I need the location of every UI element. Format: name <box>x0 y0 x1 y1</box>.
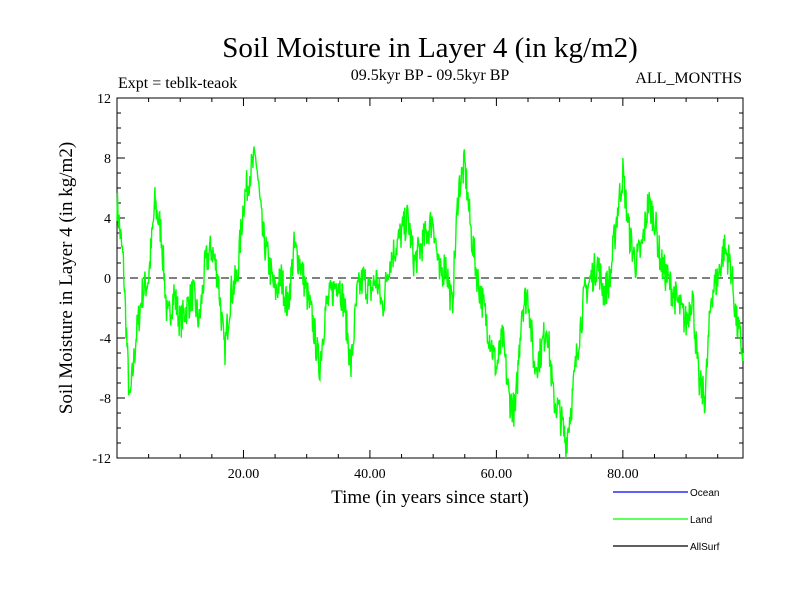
legend: Ocean Land AllSurf <box>613 488 720 553</box>
legend-label-land: Land <box>690 515 712 526</box>
x-tick-label: 60.00 <box>481 467 513 482</box>
x-tick-label: 80.00 <box>607 467 639 482</box>
period-label: ALL_MONTHS <box>635 70 742 87</box>
chart-title: Soil Moisture in Layer 4 (in kg/m2) <box>222 32 638 64</box>
series-layer <box>116 146 744 459</box>
x-axis-label: Time (in years since start) <box>331 487 529 508</box>
chart-subtitle: 09.5kyr BP - 09.5kyr BP <box>351 67 510 84</box>
y-axis-ticks: -12 -8 -4 0 4 8 12 <box>92 92 743 467</box>
y-axis-label: Soil Moisture in Layer 4 (in kg/m2) <box>56 142 77 414</box>
y-tick-label: -4 <box>99 332 111 347</box>
y-tick-label: 0 <box>104 272 111 287</box>
x-tick-label: 20.00 <box>228 467 260 482</box>
y-tick-label: -12 <box>92 452 111 467</box>
series-line-land <box>116 146 744 459</box>
y-tick-label: 8 <box>104 152 111 167</box>
x-axis-ticks: 20.00 40.00 60.00 80.00 <box>148 98 719 482</box>
y-tick-label: -8 <box>99 392 111 407</box>
legend-label-ocean: Ocean <box>690 488 719 499</box>
y-tick-label: 4 <box>104 212 111 227</box>
x-tick-label: 40.00 <box>354 467 386 482</box>
legend-label-allsurf: AllSurf <box>690 542 720 553</box>
experiment-label: Expt = teblk-teaok <box>118 75 237 92</box>
y-tick-label: 12 <box>97 92 111 107</box>
